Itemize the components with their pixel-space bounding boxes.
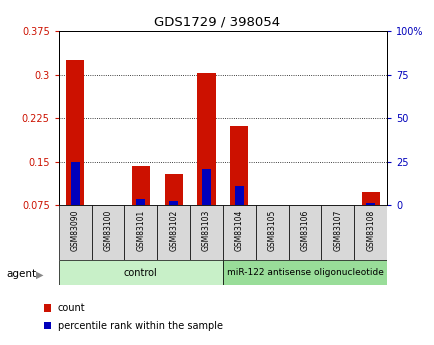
FancyBboxPatch shape: [288, 205, 321, 260]
Text: ▶: ▶: [36, 269, 43, 279]
Text: GSM83106: GSM83106: [300, 210, 309, 251]
Bar: [66, 60, 84, 205]
Bar: [136, 199, 145, 205]
Bar: [164, 175, 182, 205]
FancyBboxPatch shape: [321, 205, 353, 260]
Text: GDS1729 / 398054: GDS1729 / 398054: [154, 16, 280, 29]
Text: agent: agent: [7, 269, 36, 279]
Bar: [234, 186, 243, 205]
FancyBboxPatch shape: [59, 205, 92, 260]
FancyBboxPatch shape: [190, 205, 222, 260]
Text: GSM83105: GSM83105: [267, 210, 276, 251]
FancyBboxPatch shape: [59, 260, 223, 285]
Text: miR-122 antisense oligonucleotide: miR-122 antisense oligonucleotide: [226, 268, 383, 277]
FancyBboxPatch shape: [157, 205, 190, 260]
Text: control: control: [124, 268, 158, 277]
Text: GSM83100: GSM83100: [103, 210, 112, 251]
Text: GSM83107: GSM83107: [332, 210, 342, 251]
Bar: [230, 126, 248, 205]
Bar: [132, 166, 150, 205]
Text: GSM83102: GSM83102: [169, 210, 178, 251]
FancyBboxPatch shape: [223, 260, 386, 285]
FancyBboxPatch shape: [222, 205, 255, 260]
Bar: [70, 162, 79, 205]
Text: GSM83103: GSM83103: [201, 210, 210, 251]
FancyBboxPatch shape: [124, 205, 157, 260]
Text: GSM83090: GSM83090: [70, 210, 79, 251]
FancyBboxPatch shape: [92, 205, 124, 260]
Bar: [201, 169, 210, 205]
Text: GSM83104: GSM83104: [234, 210, 243, 251]
Bar: [361, 192, 379, 205]
Text: count: count: [58, 303, 85, 313]
Bar: [197, 73, 215, 205]
Text: percentile rank within the sample: percentile rank within the sample: [58, 321, 222, 331]
Bar: [365, 203, 375, 205]
Bar: [169, 201, 178, 205]
FancyBboxPatch shape: [255, 205, 288, 260]
Text: GSM83108: GSM83108: [365, 210, 375, 251]
FancyBboxPatch shape: [353, 205, 386, 260]
Text: GSM83101: GSM83101: [136, 210, 145, 251]
